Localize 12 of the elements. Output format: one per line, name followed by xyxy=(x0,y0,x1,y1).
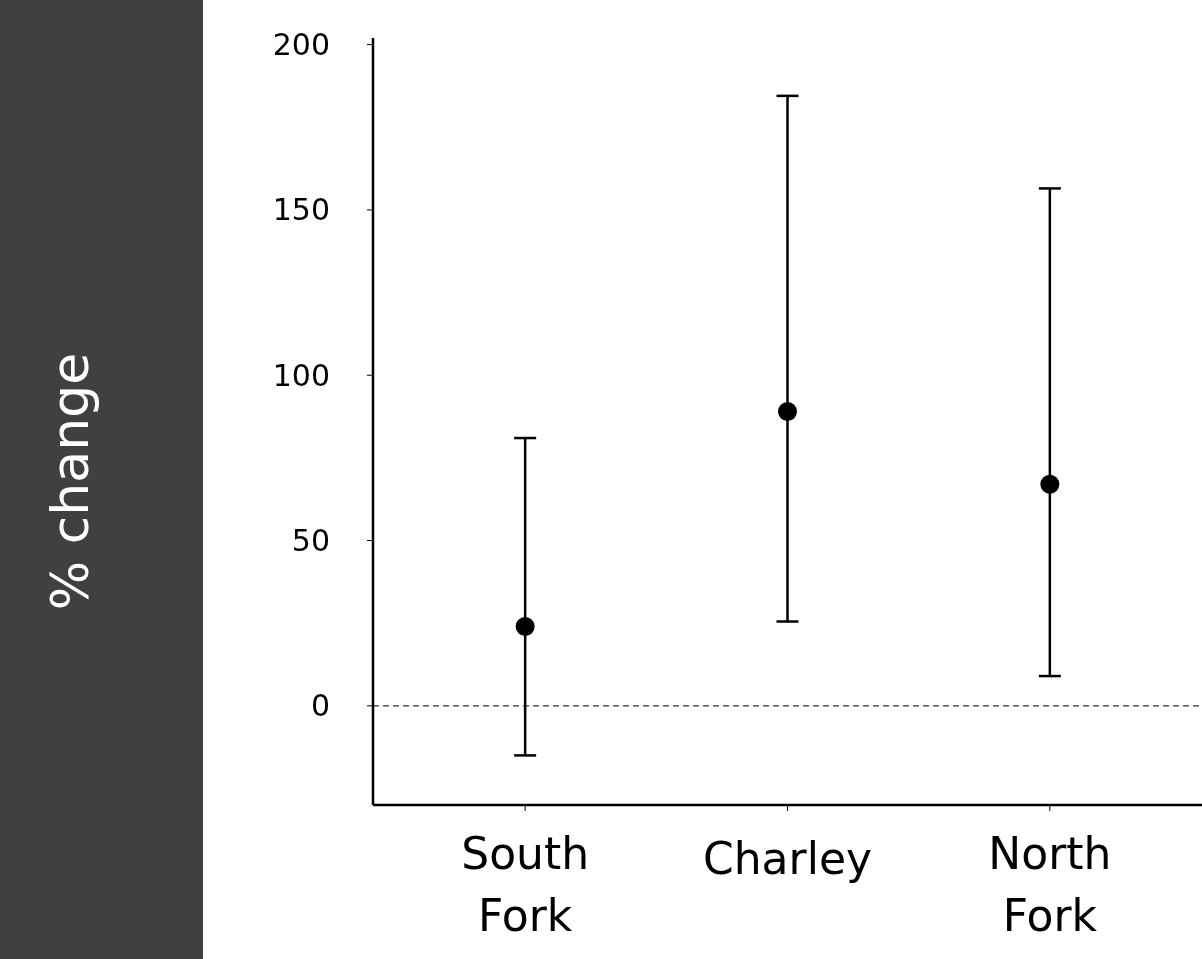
x-tick-label: South Fork xyxy=(461,827,590,941)
point xyxy=(1040,474,1060,494)
point xyxy=(778,402,797,422)
y-tick-label: 200 xyxy=(272,27,330,63)
y-axis-title: % change xyxy=(40,352,100,611)
y-tick-label: 50 xyxy=(291,523,330,559)
y-tick-label: 0 xyxy=(310,688,330,724)
x-tick-label: North Fork xyxy=(988,827,1112,941)
y-tick-label: 150 xyxy=(272,192,330,228)
x-tick-label: Charley xyxy=(703,832,872,884)
point xyxy=(515,616,535,636)
y-tick-label: 100 xyxy=(272,357,330,393)
